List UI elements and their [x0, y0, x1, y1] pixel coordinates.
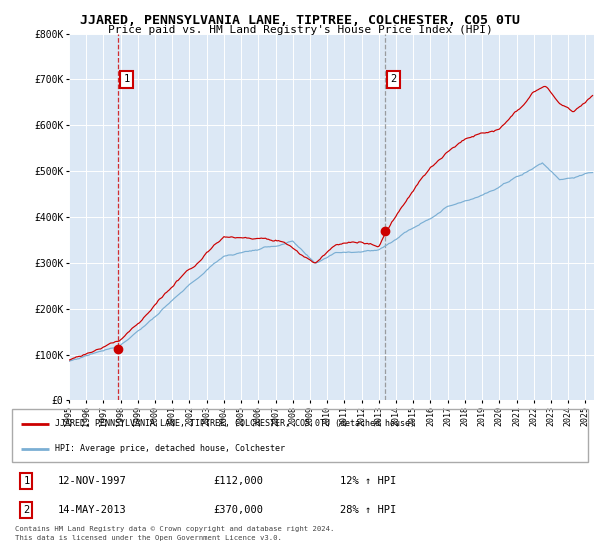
- Text: Price paid vs. HM Land Registry's House Price Index (HPI): Price paid vs. HM Land Registry's House …: [107, 25, 493, 35]
- Text: 2: 2: [391, 74, 397, 85]
- Text: JJARED, PENNSYLVANIA LANE, TIPTREE, COLCHESTER, CO5 0TU (detached house): JJARED, PENNSYLVANIA LANE, TIPTREE, COLC…: [55, 419, 415, 428]
- Text: JJARED, PENNSYLVANIA LANE, TIPTREE, COLCHESTER, CO5 0TU: JJARED, PENNSYLVANIA LANE, TIPTREE, COLC…: [80, 14, 520, 27]
- Text: HPI: Average price, detached house, Colchester: HPI: Average price, detached house, Colc…: [55, 444, 285, 453]
- Text: 2: 2: [23, 505, 29, 515]
- Text: 14-MAY-2013: 14-MAY-2013: [58, 505, 127, 515]
- Text: £112,000: £112,000: [214, 476, 263, 486]
- Text: £370,000: £370,000: [214, 505, 263, 515]
- Text: 12% ↑ HPI: 12% ↑ HPI: [340, 476, 397, 486]
- Text: 28% ↑ HPI: 28% ↑ HPI: [340, 505, 397, 515]
- Text: Contains HM Land Registry data © Crown copyright and database right 2024.
This d: Contains HM Land Registry data © Crown c…: [15, 526, 334, 541]
- Text: 1: 1: [124, 74, 130, 85]
- Text: 12-NOV-1997: 12-NOV-1997: [58, 476, 127, 486]
- Text: 1: 1: [23, 476, 29, 486]
